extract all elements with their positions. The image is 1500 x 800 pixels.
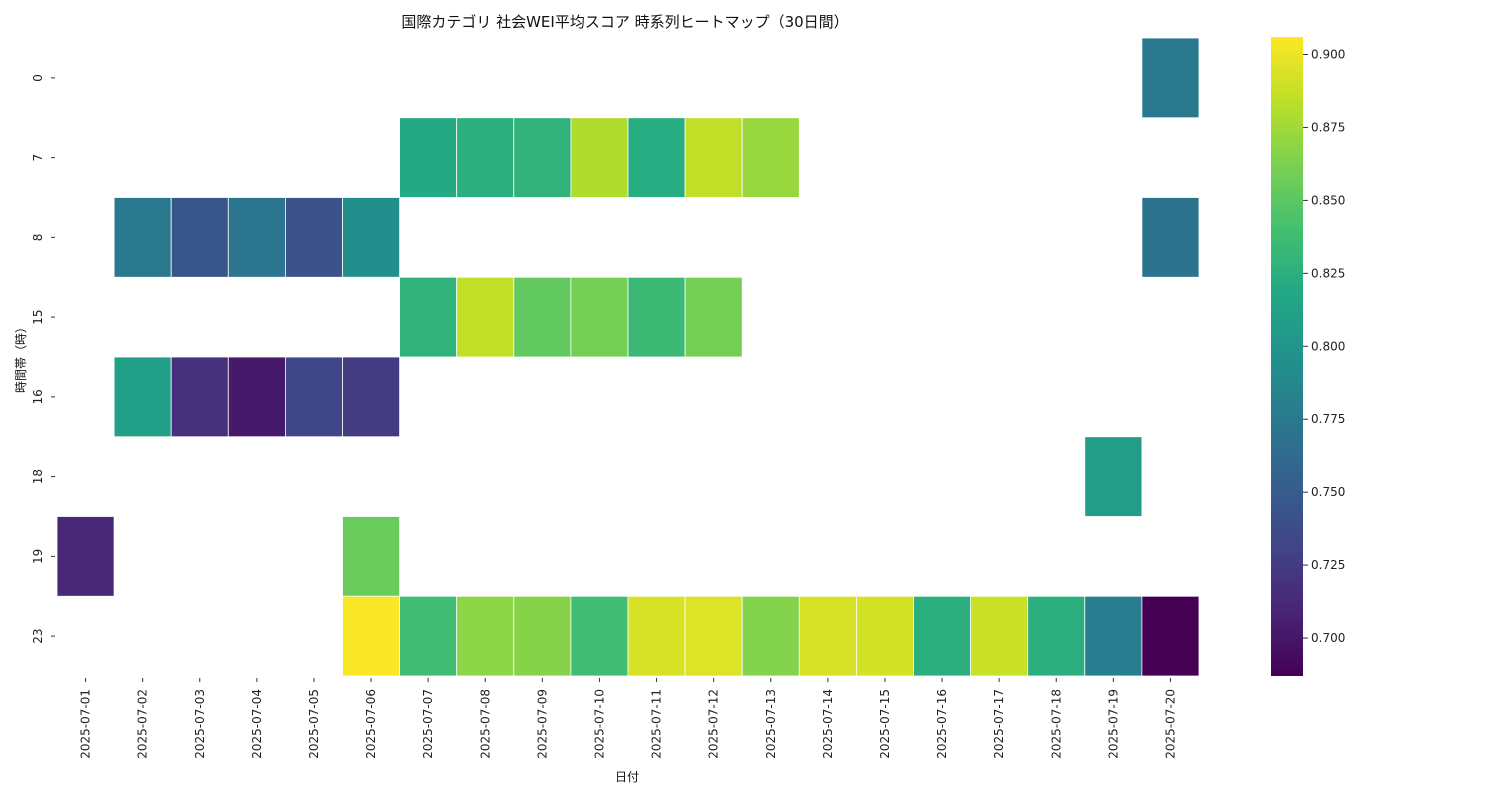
- heatmap-cell: [342, 197, 400, 278]
- heatmap-cell: [170, 197, 229, 278]
- x-tick-label: 2025-07-19: [1106, 689, 1120, 759]
- heatmap-cell: [684, 276, 743, 358]
- heatmap-cell: [513, 595, 572, 677]
- x-tick-label: 2025-07-11: [650, 689, 664, 759]
- y-axis-label: 時間帯（時）: [14, 321, 28, 393]
- heatmap-cell: [399, 276, 458, 358]
- heatmap-cell: [913, 595, 971, 677]
- heatmap-cell: [1141, 595, 1200, 677]
- colorbar-tick-label: 0.825: [1311, 266, 1345, 280]
- x-tick-label: 2025-07-17: [992, 689, 1006, 759]
- heatmap-cell: [56, 516, 115, 597]
- y-tick-label: 19: [31, 549, 45, 564]
- heatmap-cell: [456, 595, 515, 677]
- colorbar-tick-label: 0.750: [1311, 485, 1345, 499]
- heatmap-cell: [113, 356, 172, 438]
- y-axis: 0 7 8 15 16 18 19 23: [31, 74, 55, 644]
- x-tick-label: 2025-07-06: [364, 689, 378, 759]
- heatmap-cell: [570, 595, 629, 677]
- heatmap-cell: [627, 276, 686, 358]
- heatmap-cell: [284, 356, 343, 438]
- heatmap-cell: [170, 356, 229, 438]
- heatmap-cell: [1141, 37, 1200, 119]
- heatmap-cell: [342, 356, 400, 438]
- heatmap-cell: [684, 117, 743, 198]
- heatmap-cell: [342, 595, 400, 677]
- heatmap-cell: [798, 595, 857, 677]
- heatmap-cell: [627, 595, 686, 677]
- y-tick-label: 23: [31, 628, 45, 643]
- x-tick-label: 2025-07-18: [1049, 689, 1063, 759]
- heatmap-cell: [456, 117, 515, 198]
- heatmap-cell: [399, 117, 458, 198]
- x-tick-label: 2025-07-05: [307, 689, 321, 759]
- x-tick-label: 2025-07-14: [821, 689, 835, 759]
- x-axis: 2025-07-01 2025-07-02 2025-07-03 2025-07-04…: [79, 678, 1177, 759]
- heatmap-cell: [513, 117, 572, 198]
- x-tick-label: 2025-07-15: [878, 689, 892, 759]
- colorbar-tick-label: 0.800: [1311, 339, 1345, 353]
- heatmap-cell: [856, 595, 914, 677]
- x-tick-label: 2025-07-01: [79, 689, 93, 759]
- y-tick-label: 15: [31, 309, 45, 324]
- x-tick-label: 2025-07-07: [421, 689, 435, 759]
- heatmap-cell: [342, 516, 400, 597]
- colorbar-tick-label: 0.875: [1311, 120, 1345, 134]
- y-tick-label: 0: [31, 74, 45, 82]
- x-tick-label: 2025-07-20: [1163, 689, 1177, 759]
- heatmap-cells: [56, 37, 1200, 677]
- x-tick-label: 2025-07-13: [764, 689, 778, 759]
- x-tick-label: 2025-07-04: [250, 689, 264, 759]
- heatmap-cell: [399, 595, 458, 677]
- heatmap-cell: [627, 117, 686, 198]
- colorbar-tick-label: 0.725: [1311, 558, 1345, 572]
- x-tick-label: 2025-07-02: [136, 689, 150, 759]
- colorbar-tick-label: 0.850: [1311, 193, 1345, 207]
- colorbar: 0.700 0.725 0.750 0.775 0.800 0.825 0.850 0.875…: [1271, 37, 1345, 676]
- chart-title: 国際カテゴリ 社会WEI平均スコア 時系列ヒートマップ（30日間）: [401, 13, 848, 31]
- heatmap-cell: [113, 197, 172, 278]
- heatmap-cell: [741, 595, 800, 677]
- y-tick-label: 18: [31, 469, 45, 484]
- heatmap-cell: [227, 197, 286, 278]
- colorbar-tick-label: 0.775: [1311, 412, 1345, 426]
- heatmap-cell: [570, 276, 629, 358]
- y-tick-label: 7: [31, 154, 45, 162]
- heatmap-cell: [1084, 436, 1143, 517]
- colorbar-tick-label: 0.700: [1311, 631, 1345, 645]
- colorbar-tick-label: 0.900: [1311, 48, 1345, 62]
- heatmap-cell: [1141, 197, 1200, 278]
- x-tick-label: 2025-07-16: [935, 689, 949, 759]
- x-tick-label: 2025-07-08: [478, 689, 492, 759]
- x-axis-label: 日付: [615, 770, 639, 784]
- heatmap-cell: [513, 276, 572, 358]
- x-tick-label: 2025-07-12: [707, 689, 721, 759]
- heatmap-cell: [684, 595, 743, 677]
- x-tick-label: 2025-07-10: [592, 689, 606, 759]
- heatmap-cell: [227, 356, 286, 438]
- heatmap-cell: [284, 197, 343, 278]
- y-tick-label: 16: [31, 389, 45, 404]
- heatmap-cell: [970, 595, 1029, 677]
- heatmap-cell: [570, 117, 629, 198]
- colorbar-gradient: [1271, 37, 1303, 676]
- x-tick-label: 2025-07-09: [535, 689, 549, 759]
- heatmap-cell: [741, 117, 800, 198]
- y-tick-label: 8: [31, 234, 45, 242]
- heatmap-cell: [1027, 595, 1086, 677]
- x-tick-label: 2025-07-03: [193, 689, 207, 759]
- heatmap-cell: [456, 276, 515, 358]
- heatmap-cell: [1084, 595, 1143, 677]
